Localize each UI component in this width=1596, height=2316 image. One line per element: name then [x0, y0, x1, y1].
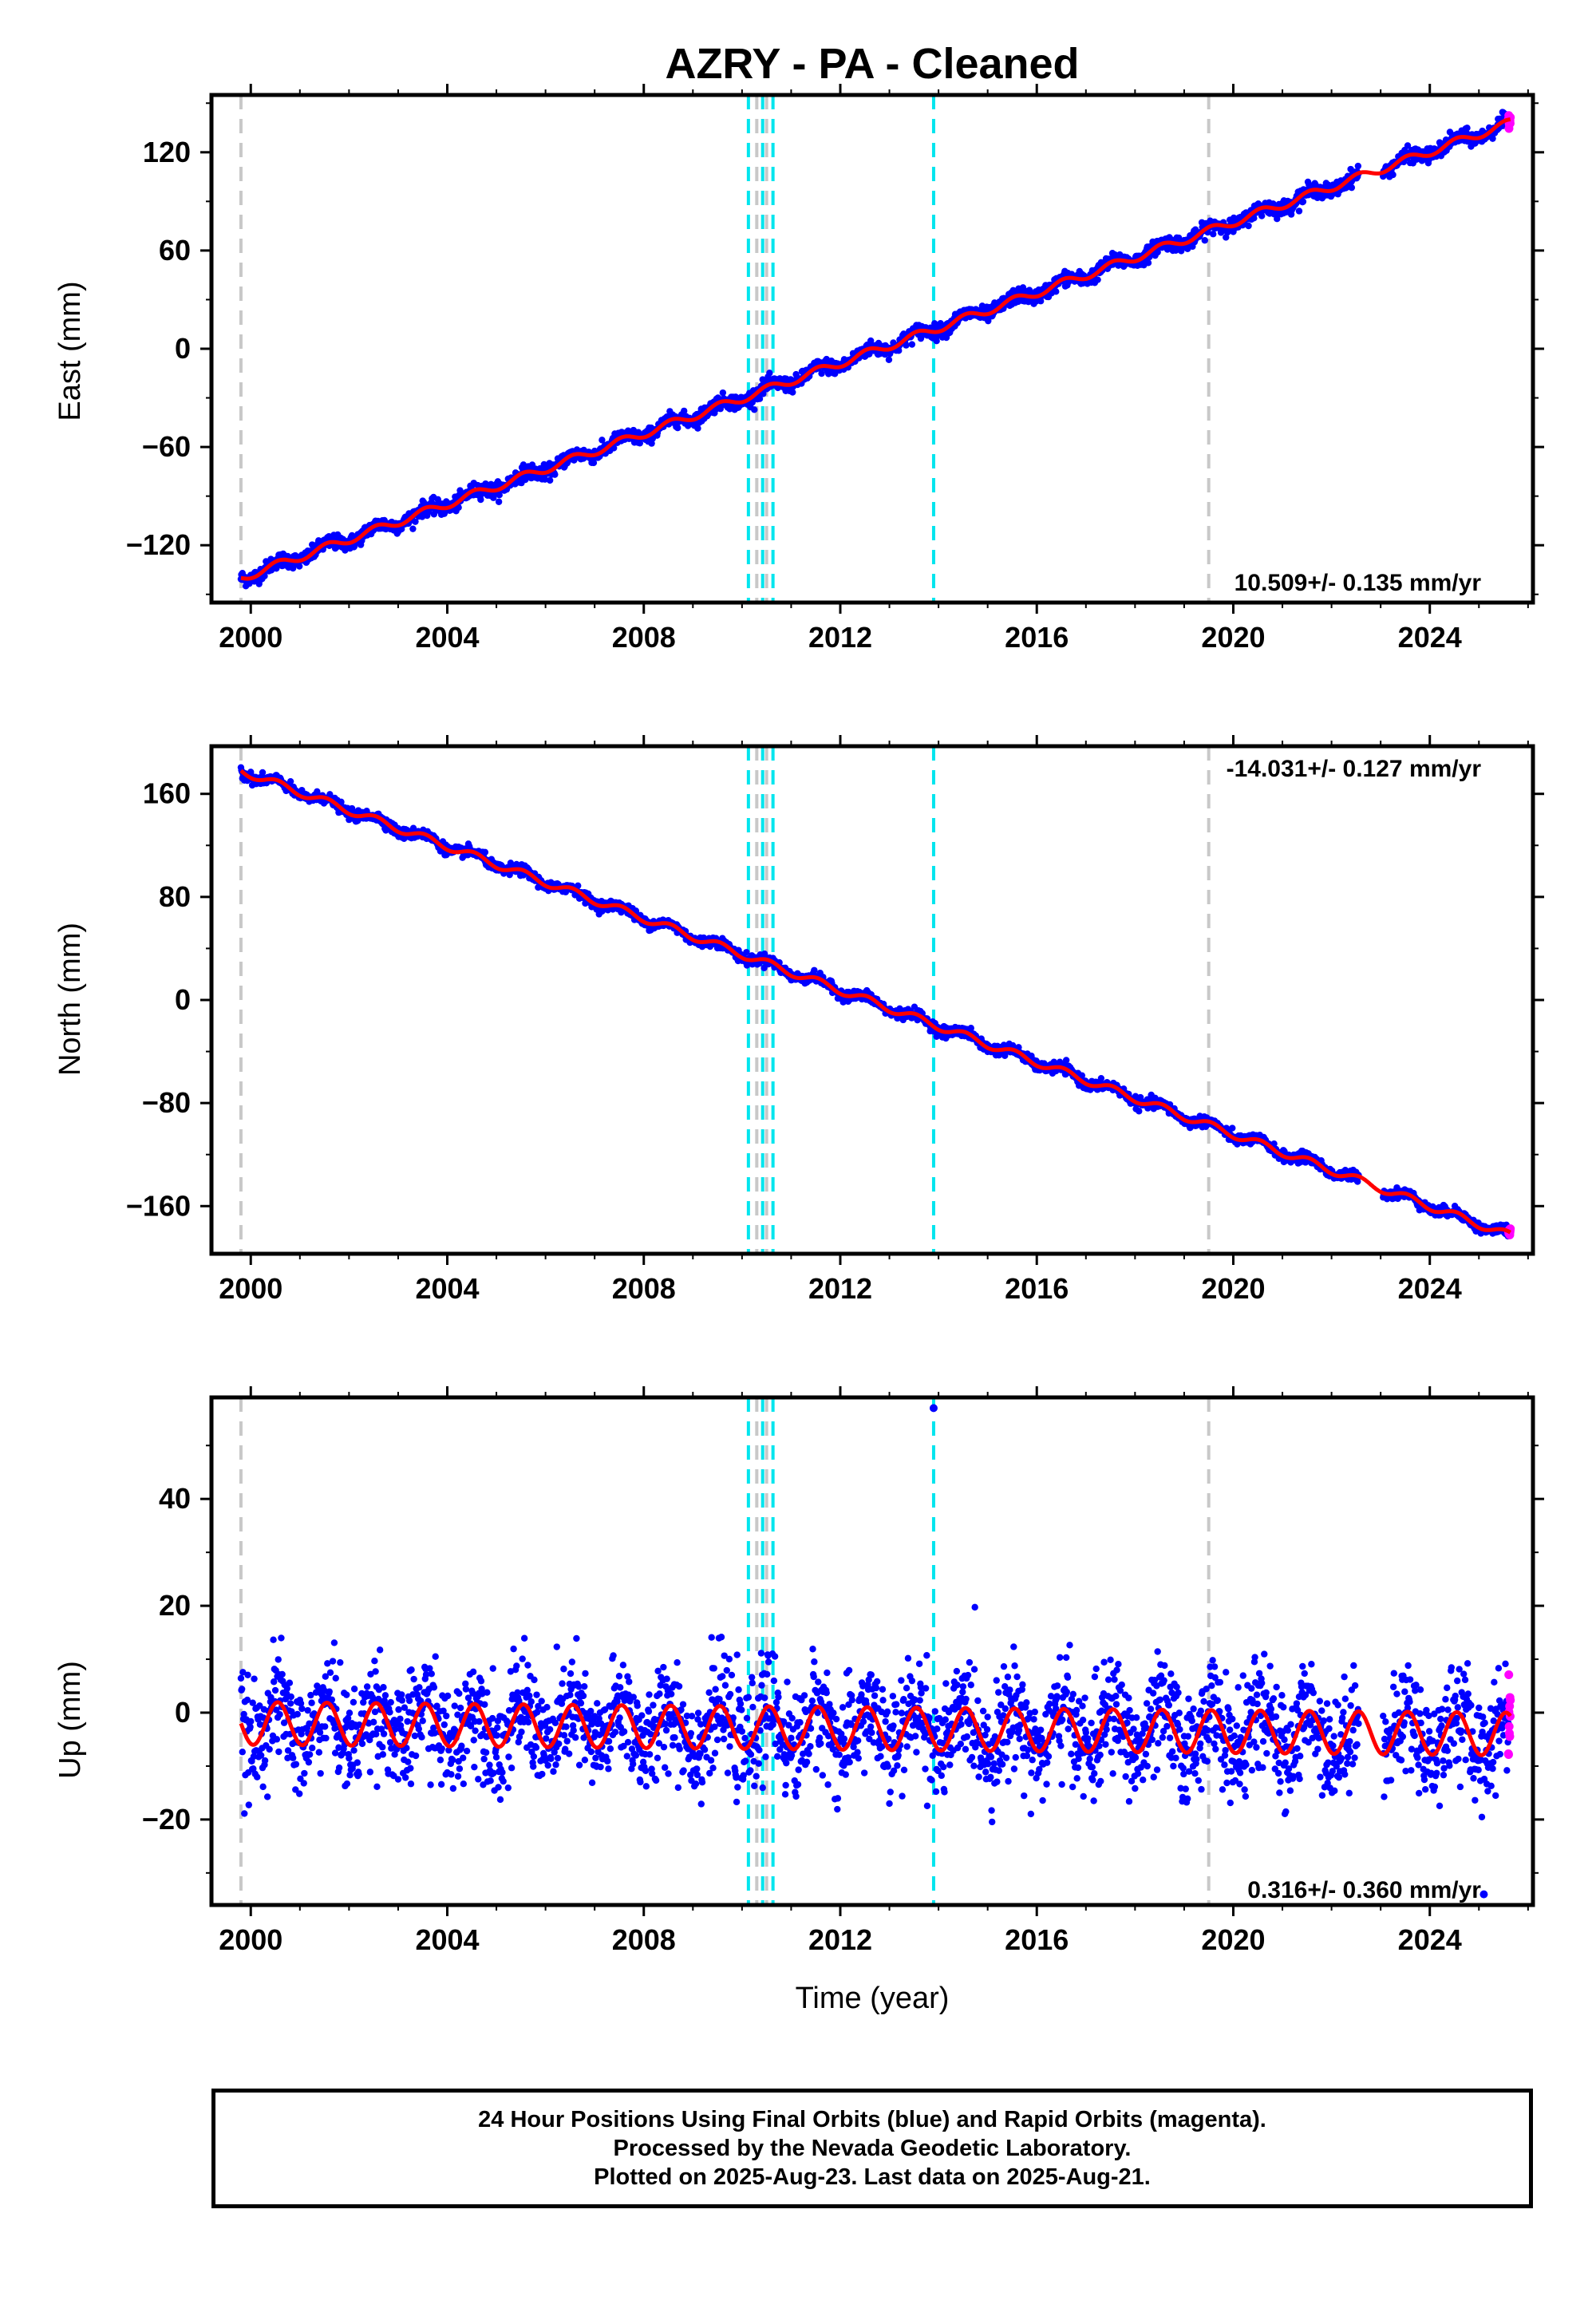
east-data-point — [546, 476, 554, 484]
east-data-point — [1348, 184, 1356, 192]
east-xtick-label: 2004 — [415, 621, 479, 654]
north-data-point — [481, 848, 489, 856]
east-plot-area: −120 −60 0 60 120 2000 2004 2008 2012 2016 2020 202… — [126, 84, 1544, 654]
east-data-point — [398, 525, 405, 533]
east-data-point — [455, 504, 462, 512]
east-data-point — [908, 341, 916, 348]
east-data-point — [590, 459, 598, 467]
east-data-point — [1295, 207, 1303, 215]
east-data-point — [867, 337, 875, 345]
east-xtick-label: 2008 — [612, 621, 676, 654]
north-data-point — [1136, 1108, 1143, 1115]
east-xtick-label: 2020 — [1201, 621, 1265, 654]
east-panel: −120 −60 0 60 120 2000 2004 2008 2012 2016 2020 202… — [53, 84, 1544, 654]
east-data-point — [598, 437, 606, 444]
east-data-point — [610, 445, 618, 452]
east-data-point — [261, 572, 268, 579]
east-data-point — [766, 370, 773, 377]
east-data-point — [674, 425, 681, 432]
east-data-point — [885, 356, 893, 363]
east-data-point — [719, 389, 727, 397]
east-rate-label: 10.509+/- 0.135 mm/yr — [1235, 570, 1482, 596]
east-xtick-label: 2012 — [808, 621, 872, 654]
east-xtick-label: 2024 — [1398, 621, 1462, 654]
east-data-point — [1144, 259, 1152, 267]
east-data-point — [1354, 162, 1362, 170]
east-ytick-label: −120 — [126, 528, 191, 561]
east-xtick-label: 2016 — [1005, 621, 1069, 654]
east-xtick-label: 2000 — [219, 621, 282, 654]
east-data-point — [1201, 236, 1208, 244]
east-data-point — [1053, 288, 1060, 295]
east-ylabel: East (mm) — [53, 281, 87, 421]
north-data-point — [811, 966, 818, 974]
east-data-point — [1094, 276, 1101, 283]
east-data-point — [477, 496, 484, 504]
east-data-point — [1210, 231, 1217, 238]
east-data-point — [818, 370, 825, 377]
east-data-point — [412, 518, 419, 525]
east-data-point — [1258, 212, 1266, 219]
east-data-point — [1464, 124, 1471, 132]
east-data-point — [482, 480, 489, 488]
east-ytick-label: −60 — [142, 430, 191, 463]
east-data-point — [295, 563, 303, 570]
east-data-point — [694, 425, 701, 432]
east-ytick-label: 120 — [143, 136, 191, 168]
figure-title: AZRY - PA - Cleaned — [665, 40, 1079, 88]
east-data-point — [496, 492, 503, 499]
north-data-point — [1097, 1074, 1105, 1082]
north-data-group — [237, 764, 1515, 1240]
east-data-point — [1245, 222, 1252, 230]
east-data-group — [237, 109, 1515, 590]
east-data-point — [1037, 298, 1045, 305]
east-data-point — [1389, 171, 1396, 179]
north-data-point — [1229, 1124, 1236, 1132]
east-data-point — [681, 407, 688, 415]
east-data-point — [551, 471, 559, 478]
east-data-point — [409, 525, 417, 532]
east-data-point — [751, 406, 758, 413]
east-data-point — [756, 395, 764, 402]
east-data-point — [903, 342, 910, 349]
east-data-point — [1299, 198, 1307, 205]
east-ytick-label: 60 — [159, 234, 191, 267]
east-data-point — [825, 370, 832, 377]
east-ytick-label: 0 — [175, 332, 191, 365]
north-data-point — [967, 1025, 974, 1032]
east-data-point — [789, 389, 796, 396]
east-data-point — [495, 498, 503, 505]
north-data-point — [1062, 1057, 1070, 1064]
